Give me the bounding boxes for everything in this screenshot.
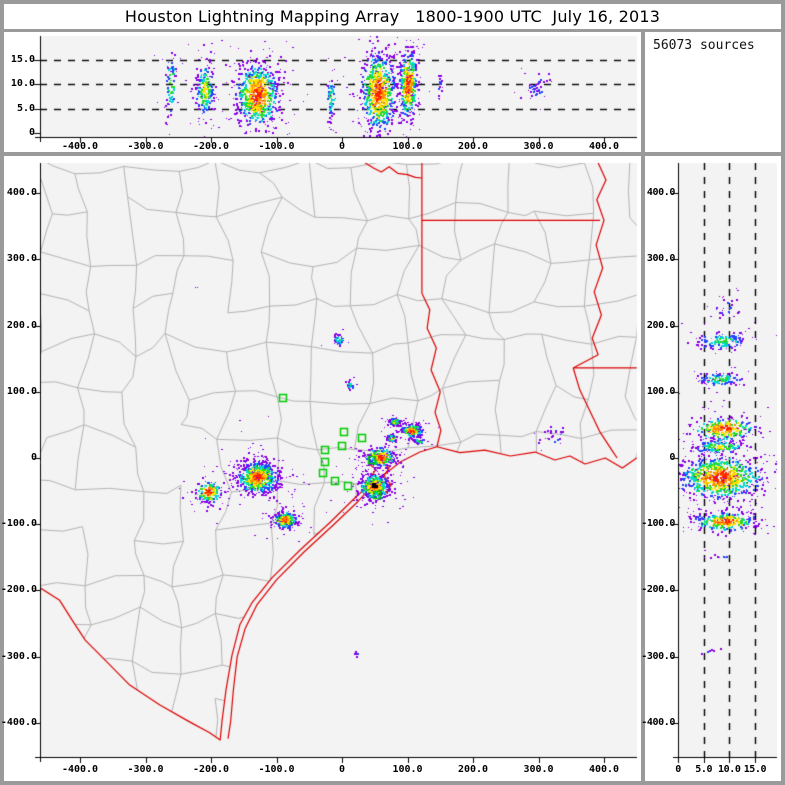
sources-count-label: 56073 sources <box>653 38 755 53</box>
